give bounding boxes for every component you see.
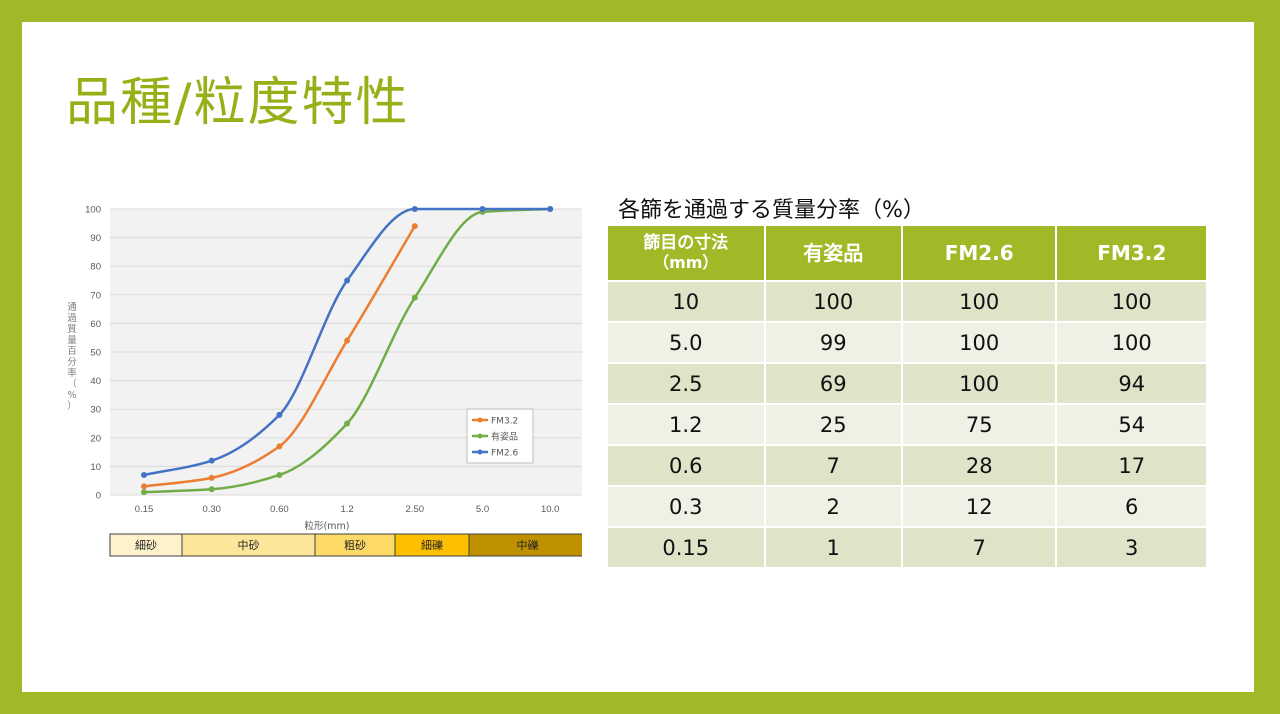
- data-point: [141, 483, 147, 490]
- table-row: 5.0 99 100 100: [606, 321, 1208, 364]
- table-cell: 17: [1055, 444, 1208, 487]
- table-cell: 100: [1055, 280, 1208, 323]
- table-cell: 1: [763, 526, 903, 569]
- table-row: 1.2 25 75 54: [606, 403, 1208, 446]
- class-segment-label: 中砂: [238, 539, 260, 552]
- table-cell: 100: [763, 280, 903, 323]
- header-sieve-size: 篩目の寸法 （mm）: [606, 224, 766, 282]
- table-cell: 7: [763, 444, 903, 487]
- table-row: 10 100 100 100: [606, 280, 1208, 323]
- slide-title: 品種/粒度特性: [66, 73, 410, 133]
- x-tick-label: 0.30: [202, 504, 221, 515]
- table-header-row: 篩目の寸法 （mm） 有姿品 FM2.6 FM3.2: [606, 224, 1208, 282]
- table-cell: 54: [1055, 403, 1208, 446]
- table-cell: 0.6: [606, 444, 766, 487]
- table-cell: 100: [900, 280, 1058, 323]
- sieve-table: 篩目の寸法 （mm） 有姿品 FM2.6 FM3.2 10 100 100 10…: [606, 224, 1208, 569]
- table-cell: 10: [606, 280, 766, 323]
- data-point: [344, 277, 351, 284]
- table-cell: 25: [763, 403, 903, 446]
- data-point: [547, 206, 554, 212]
- class-segment-label: 細礫: [421, 538, 443, 552]
- data-point: [411, 223, 418, 230]
- table-cell: 0.3: [606, 485, 766, 528]
- table-cell: 94: [1055, 362, 1208, 405]
- table-cell: 2: [763, 485, 903, 528]
- y-tick-label: 60: [90, 319, 101, 330]
- table-row: 0.6 7 28 17: [606, 444, 1208, 487]
- series-line-fm32: [143, 225, 416, 488]
- x-axis-label: 粒形(mm): [305, 520, 350, 532]
- x-tick-label: 5.0: [476, 504, 489, 515]
- table-cell: 2.5: [606, 362, 766, 405]
- header-sieve-size-label: 篩目の寸法: [643, 233, 729, 253]
- y-tick-label: 80: [90, 262, 101, 273]
- table-cell: 1.2: [606, 403, 766, 446]
- data-point: [344, 337, 351, 344]
- table-cell: 12: [900, 485, 1058, 528]
- x-tick-label: 0.60: [270, 504, 289, 515]
- table-row: 0.3 2 12 6: [606, 485, 1208, 528]
- data-point: [208, 474, 215, 481]
- chart-svg: 0 10 20 30 40 50 60 70 80 90 100 0.15 0.30 0.60 1.2 2.5…: [67, 205, 582, 557]
- legend-marker: [477, 433, 483, 439]
- table-cell: 5.0: [606, 321, 766, 364]
- x-tick-label: 10.0: [541, 504, 560, 515]
- y-axis-label: 通過質量百分率（%）: [67, 302, 77, 412]
- data-point: [276, 443, 283, 450]
- legend-label: FM3.2: [491, 417, 518, 427]
- table-cell: 75: [900, 403, 1058, 446]
- legend-marker: [477, 449, 483, 455]
- data-point: [141, 489, 147, 496]
- grading-chart: 0 10 20 30 40 50 60 70 80 90 100 0.15 0.30 0.60 1.2 2.5…: [62, 197, 582, 557]
- class-segment-label: 細砂: [135, 539, 157, 552]
- data-point: [411, 206, 418, 212]
- y-tick-label: 70: [90, 290, 101, 301]
- legend-marker: [477, 417, 483, 423]
- data-point: [276, 411, 283, 418]
- table-caption: 各篩を通過する質量分率（%）: [618, 198, 925, 223]
- x-tick-label: 2.50: [406, 504, 425, 515]
- y-tick-label: 90: [90, 233, 101, 244]
- y-tick-label: 10: [90, 462, 101, 473]
- y-tick-label: 20: [90, 433, 101, 444]
- table-cell: 0.15: [606, 526, 766, 569]
- legend-label: 有姿品: [491, 431, 518, 443]
- header-fm26: FM2.6: [900, 224, 1058, 282]
- y-tick-label: 30: [90, 405, 101, 416]
- table-cell: 100: [1055, 321, 1208, 364]
- x-tick-label: 0.15: [135, 504, 154, 515]
- legend-label: FM2.6: [491, 449, 519, 459]
- table-cell: 6: [1055, 485, 1208, 528]
- table-cell: 3: [1055, 526, 1208, 569]
- header-fm32: FM3.2: [1055, 224, 1208, 282]
- class-segment: [468, 533, 582, 557]
- data-point: [141, 471, 147, 478]
- table-row: 0.15 1 7 3: [606, 526, 1208, 569]
- class-segment-label: 中礫: [517, 538, 539, 552]
- table-cell: 100: [900, 362, 1058, 405]
- table-cell: 69: [763, 362, 903, 405]
- y-tick-label: 100: [85, 205, 101, 216]
- y-tick-label: 0: [96, 491, 101, 502]
- class-segment-label: 粗砂: [344, 539, 366, 552]
- table-row: 2.5 69 100 94: [606, 362, 1208, 405]
- table-cell: 28: [900, 444, 1058, 487]
- data-point: [411, 294, 418, 301]
- data-point: [276, 471, 283, 478]
- y-tick-label: 50: [90, 348, 101, 359]
- y-tick-label: 40: [90, 376, 101, 387]
- x-tick-label: 1.2: [340, 504, 353, 515]
- data-point: [344, 420, 351, 427]
- table-cell: 7: [900, 526, 1058, 569]
- header-as-is: 有姿品: [763, 224, 903, 282]
- data-point: [479, 206, 486, 212]
- table-cell: 100: [900, 321, 1058, 364]
- header-sieve-size-unit: （mm）: [653, 253, 719, 272]
- slide: 品種/粒度特性 0 10 20 30 40 50 60 70 80 90 100 0.15 0.30 0.…: [22, 22, 1254, 692]
- data-point: [208, 486, 215, 493]
- data-point: [208, 457, 215, 464]
- table-cell: 99: [763, 321, 903, 364]
